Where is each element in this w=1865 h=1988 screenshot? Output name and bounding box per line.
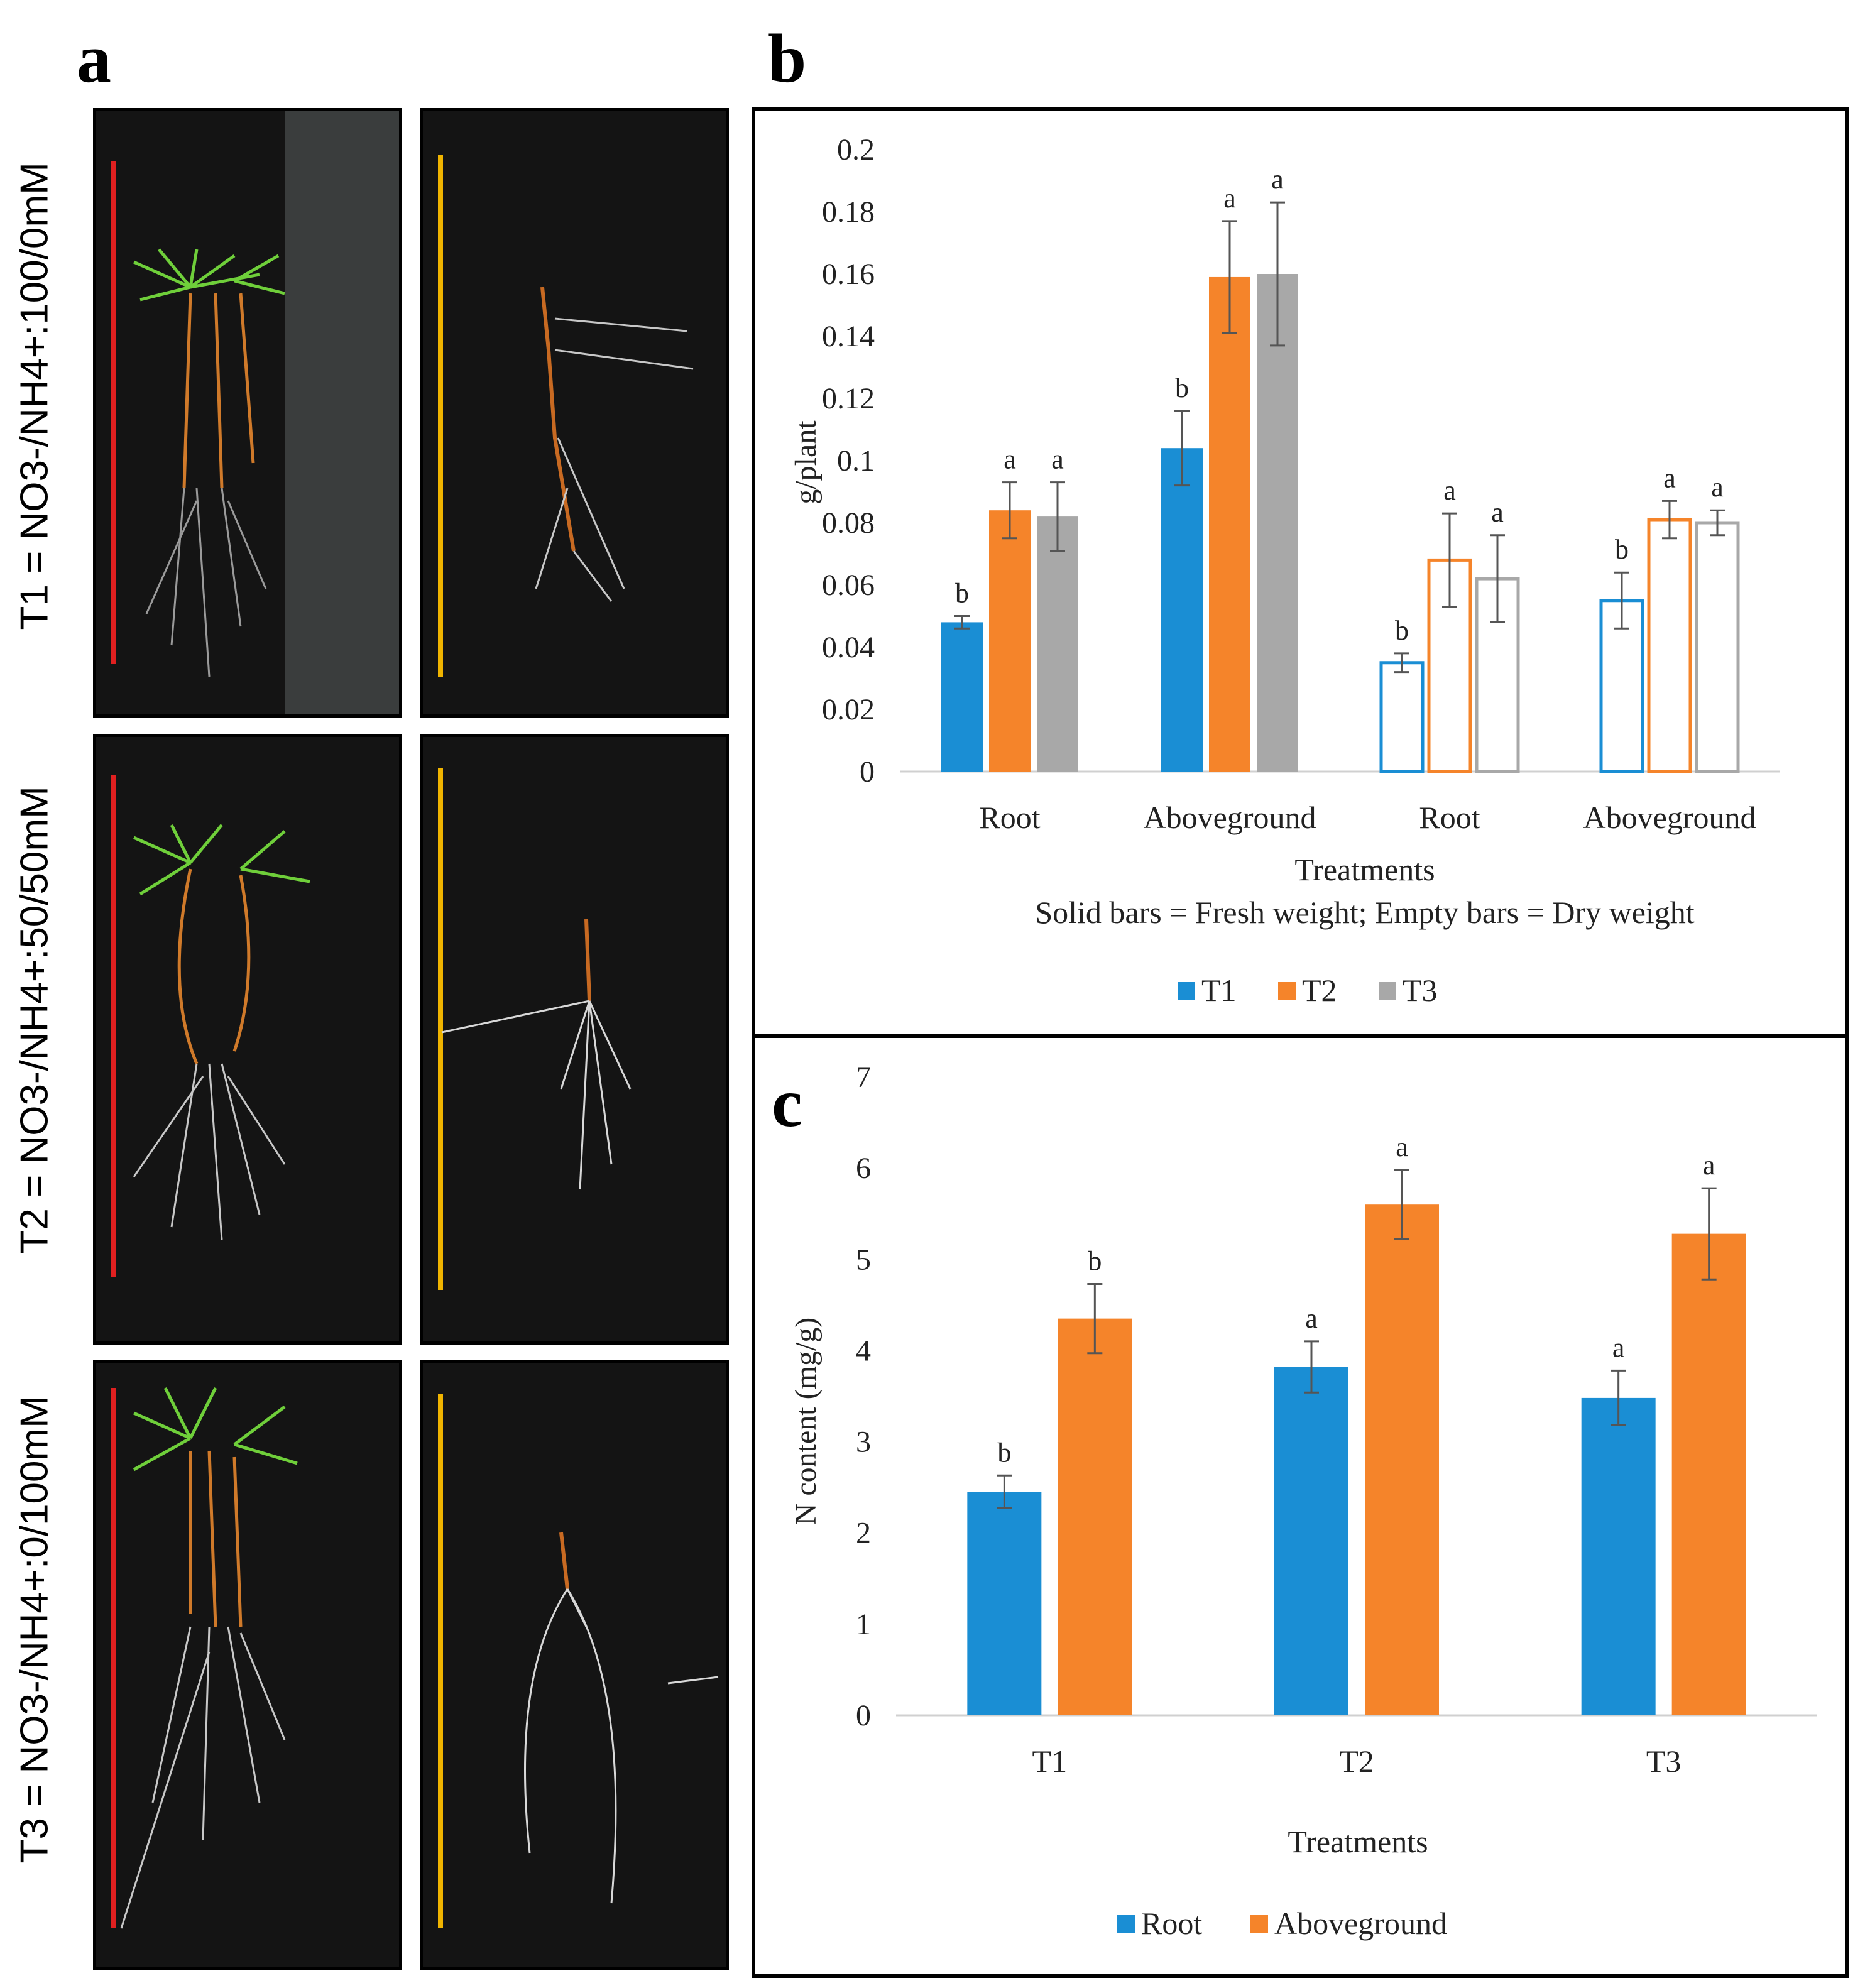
b-significance-letter: b [1175,373,1189,403]
plant-drawing [111,1387,298,1929]
b-bar-t2 [1647,518,1692,773]
c-significance-letter: b [997,1437,1011,1468]
b-bar-t1 [941,622,983,772]
root-drawing [438,155,694,677]
c-bar-aboveground [1671,1233,1746,1715]
b-significance-letter: a [1711,472,1724,503]
c-legend-label: Aboveground [1274,1906,1447,1941]
b-bar-t3 [1695,521,1740,773]
chart-b: b a a b a a b a a b a a 0 0.02 0.04 0.06 0.08 0.1 0.12 0.1… [789,133,1780,1008]
photo-t3-whole-plant [93,1360,402,1970]
c-significance-letter: a [1396,1132,1408,1162]
chart-c-ylabel: N content (mg/g) [789,1318,823,1526]
b-x-category-label: Aboveground [1144,800,1316,835]
b-legend-swatch [1278,982,1296,1000]
panel-letter-a: a [77,20,111,97]
c-legend-label: Root [1141,1906,1202,1941]
b-y-tick-label: 0.04 [822,631,875,664]
row-label-t1: T1 = NO3-/NH4+:100/0mM [13,162,57,630]
b-y-tick-label: 0.18 [822,195,875,229]
c-bar-root [1274,1367,1348,1715]
b-legend-label: T1 [1201,973,1237,1008]
chart-b-frame: b a a b a a b a a b a a 0 0.02 0.04 0.06 0.08 0.1 0.12 0.1… [752,107,1849,1038]
b-bar-t2 [1209,276,1250,772]
c-x-category-label: T3 [1646,1744,1682,1779]
b-bar-t1 [1161,448,1203,772]
c-legend-swatch [1117,1915,1135,1933]
panel-letter-b: b [768,20,807,97]
photo-t2-whole-plant [93,734,402,1345]
b-y-tick-label: 0.02 [822,693,875,726]
c-y-tick-label: 3 [856,1426,871,1459]
c-x-category-label: T2 [1339,1744,1374,1779]
b-x-category-label: Root [1419,800,1480,835]
b-significance-letter: b [955,578,969,609]
c-bar-root [967,1492,1042,1715]
b-significance-letter: a [1004,444,1016,475]
b-significance-letter: a [1491,497,1504,528]
c-x-category-label: T1 [1032,1744,1068,1779]
c-y-tick-label: 0 [856,1699,871,1732]
b-bar-t2 [1427,558,1472,773]
c-y-tick-label: 4 [856,1334,871,1367]
b-y-tick-label: 0.14 [822,320,875,353]
c-bar-aboveground [1058,1318,1132,1715]
c-significance-letter: b [1088,1245,1102,1276]
b-significance-letter: a [1223,183,1236,214]
c-significance-letter: a [1305,1303,1318,1334]
b-legend-label: T2 [1302,973,1337,1008]
c-y-tick-label: 7 [856,1061,871,1094]
b-y-tick-label: 0.06 [822,569,875,602]
c-legend-swatch [1250,1915,1268,1933]
b-x-category-label: Aboveground [1583,800,1756,835]
b-y-tick-label: 0.1 [837,444,875,478]
b-bar-t1 [1379,661,1425,773]
b-legend-swatch [1379,982,1396,1000]
chart-b-xlabel: Treatments [1294,852,1435,887]
b-significance-letter: a [1271,164,1284,195]
b-y-tick-label: 0 [860,755,875,789]
b-y-tick-label: 0.08 [822,506,875,540]
chart-b-note: Solid bars = Fresh weight; Empty bars = … [1035,895,1694,930]
c-y-tick-label: 1 [856,1608,871,1641]
b-significance-letter: a [1051,444,1064,475]
root-drawing [438,768,632,1290]
c-bar-root [1581,1397,1656,1715]
c-y-tick-label: 2 [856,1517,871,1550]
panel-letter-c: c [772,1064,802,1141]
c-significance-letter: a [1703,1150,1715,1181]
c-significance-letter: a [1612,1332,1625,1363]
c-bar-aboveground [1365,1204,1439,1715]
b-bar-t3 [1037,516,1078,772]
b-legend-swatch [1178,982,1195,1000]
chart-b-ylabel: g/plant [789,420,823,505]
b-y-tick-label: 0.16 [822,258,875,291]
chart-c-xlabel: Treatments [1288,1824,1428,1859]
b-legend-label: T3 [1403,973,1438,1008]
plant-drawing [111,111,399,714]
b-significance-letter: b [1395,615,1409,646]
b-x-category-label: Root [979,800,1040,835]
b-bar-t2 [989,510,1031,772]
photo-t3-root [420,1360,729,1970]
row-label-t3: T3 = NO3-/NH4+:0/100mM [13,1395,57,1864]
chart-c-frame: c b b a a a a 0 1 2 3 4 5 6 7 T1 T2 T3 N content (mg/g… [752,1034,1849,1978]
chart-c: c b b a a a a 0 1 2 3 4 5 6 7 T1 T2 T3 N content (mg/g… [772,1061,1817,1941]
b-significance-letter: a [1663,462,1676,493]
b-significance-letter: a [1443,475,1456,506]
root-drawing [438,1394,719,1928]
row-label-t2: T2 = NO3-/NH4+:50/50mM [13,786,57,1254]
plant-drawing [111,775,310,1277]
c-y-tick-label: 6 [856,1152,871,1185]
b-y-tick-label: 0.12 [822,382,875,415]
b-y-tick-label: 0.2 [837,133,875,167]
photo-t1-whole-plant [93,108,402,718]
c-y-tick-label: 5 [856,1243,871,1276]
b-significance-letter: b [1615,534,1629,565]
photo-t2-root [420,734,729,1345]
photo-t1-root [420,108,729,718]
b-bar-t3 [1257,274,1298,772]
